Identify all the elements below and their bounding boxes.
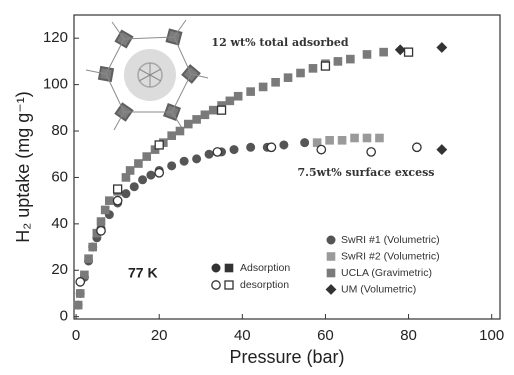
desorption-point bbox=[155, 169, 163, 177]
data-point bbox=[338, 136, 346, 144]
data-point bbox=[246, 143, 254, 151]
desorption-point bbox=[155, 141, 163, 149]
data-point bbox=[97, 218, 105, 226]
data-point bbox=[375, 134, 383, 142]
y-tick-label: 120 bbox=[43, 29, 68, 46]
data-point bbox=[230, 145, 238, 153]
data-point bbox=[89, 243, 97, 251]
key-marker bbox=[225, 264, 233, 272]
y-tick-label: 20 bbox=[51, 261, 68, 278]
key-marker bbox=[212, 264, 220, 272]
legend-label: SwRI #1 (Volumetric) bbox=[341, 234, 440, 246]
chart: 12 wt% total adsorbed 7.5wt% surface exc… bbox=[0, 0, 514, 375]
data-point bbox=[205, 150, 213, 158]
data-point bbox=[193, 115, 201, 123]
data-point bbox=[126, 166, 134, 174]
legend-label: UCLA (Gravimetric) bbox=[341, 267, 432, 279]
data-point bbox=[247, 88, 255, 96]
legend-marker bbox=[327, 269, 335, 277]
desorption-point bbox=[367, 148, 375, 156]
data-point bbox=[297, 69, 305, 77]
desorption-point bbox=[413, 143, 421, 151]
x-tick-label: 100 bbox=[479, 327, 504, 344]
data-point bbox=[134, 160, 142, 168]
data-point bbox=[309, 64, 317, 72]
y-tick-label: 60 bbox=[51, 168, 68, 185]
data-point bbox=[167, 162, 175, 170]
data-point bbox=[180, 157, 188, 165]
data-point bbox=[259, 83, 267, 91]
desorption-point bbox=[321, 62, 329, 70]
data-point bbox=[122, 189, 130, 197]
data-point bbox=[346, 55, 354, 63]
page: 12 wt% total adsorbed 7.5wt% surface exc… bbox=[0, 0, 514, 375]
annotation: 12 wt% total adsorbed bbox=[211, 36, 348, 49]
data-point bbox=[300, 138, 308, 146]
data-point bbox=[184, 120, 192, 128]
desorption-point bbox=[97, 227, 105, 235]
data-point bbox=[76, 289, 84, 297]
y-tick-label: 0 bbox=[60, 308, 68, 325]
data-point bbox=[85, 255, 93, 263]
annotation: 7.5wt% surface excess bbox=[298, 166, 435, 179]
data-point bbox=[147, 171, 155, 179]
legend-marker bbox=[327, 236, 335, 244]
desorption-point bbox=[317, 145, 325, 153]
y-axis-label: H₂ uptake (mg g⁻¹) bbox=[13, 91, 33, 243]
data-point bbox=[272, 78, 280, 86]
legend-label: SwRI #2 (Volumetric) bbox=[341, 250, 440, 262]
annotation: 77 K bbox=[128, 265, 158, 281]
data-point bbox=[138, 176, 146, 184]
data-point bbox=[280, 141, 288, 149]
data-point bbox=[284, 74, 292, 82]
data-point bbox=[105, 197, 113, 205]
desorption-point bbox=[218, 106, 226, 114]
data-point bbox=[201, 111, 209, 119]
y-tick-label: 40 bbox=[51, 215, 68, 232]
data-point bbox=[101, 206, 109, 214]
x-tick-label: 80 bbox=[400, 327, 417, 344]
data-point bbox=[209, 106, 217, 114]
key-label: desorption bbox=[240, 279, 289, 291]
x-tick-label: 40 bbox=[234, 327, 251, 344]
desorption-point bbox=[76, 278, 84, 286]
data-point bbox=[176, 127, 184, 135]
data-point bbox=[326, 136, 334, 144]
data-point bbox=[192, 155, 200, 163]
data-point bbox=[74, 301, 82, 309]
data-point bbox=[363, 50, 371, 58]
y-tick-label: 80 bbox=[51, 122, 68, 139]
y-tick-label: 100 bbox=[43, 76, 68, 93]
data-point bbox=[143, 153, 151, 161]
data-point bbox=[168, 132, 176, 140]
x-tick-label: 60 bbox=[317, 327, 334, 344]
desorption-point bbox=[267, 143, 275, 151]
desorption-point bbox=[213, 148, 221, 156]
data-point bbox=[380, 48, 388, 56]
data-point bbox=[226, 97, 234, 105]
data-point bbox=[334, 57, 342, 65]
key-marker bbox=[212, 281, 220, 289]
desorption-point bbox=[113, 196, 121, 204]
key-marker bbox=[225, 281, 233, 289]
x-axis-label: Pressure (bar) bbox=[229, 347, 344, 367]
legend-marker bbox=[327, 253, 335, 261]
key-label: Adsorption bbox=[240, 262, 290, 274]
data-point bbox=[130, 183, 138, 191]
x-tick-label: 20 bbox=[151, 327, 168, 344]
x-tick-label: 0 bbox=[72, 327, 80, 344]
legend-label: UM (Volumetric) bbox=[341, 283, 416, 295]
desorption-point bbox=[114, 185, 122, 193]
data-point bbox=[363, 134, 371, 142]
data-point bbox=[234, 92, 242, 100]
desorption-point bbox=[405, 48, 413, 56]
data-point bbox=[351, 134, 359, 142]
